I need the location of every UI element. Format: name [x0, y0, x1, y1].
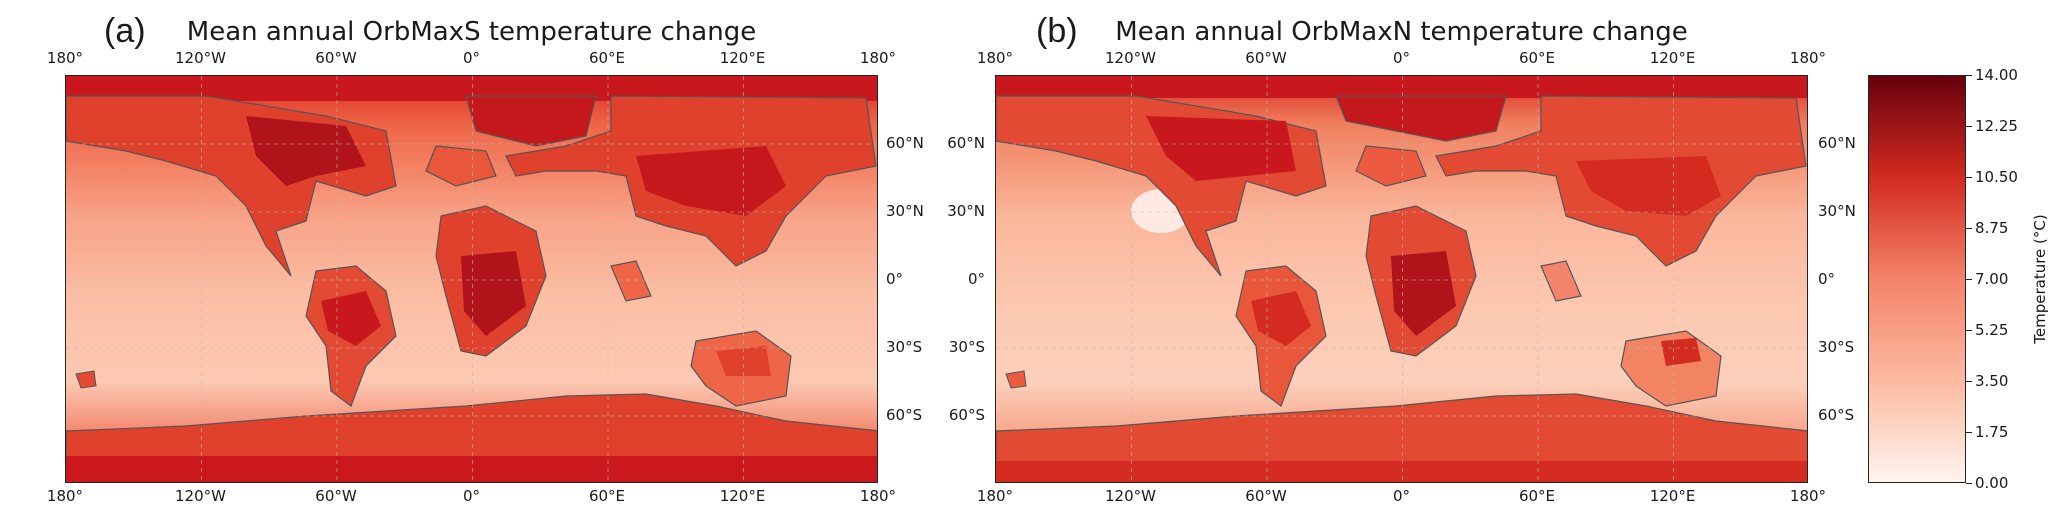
panel-a-lat-tick-30s: 30°S: [886, 338, 923, 356]
panel-b-right-lat-tick-30s: 30°S: [1818, 338, 1855, 356]
panel-b-right-lat-tick-0: 0°: [1818, 270, 1836, 288]
colorbar-tick-1-75: 1.75: [1965, 423, 2009, 441]
colorbar-label: Temperature (°C): [2031, 214, 2049, 344]
colorbar-tick-7: 7.00: [1965, 270, 2009, 288]
panel-a-top-tick-60w: 60°W: [315, 49, 357, 67]
panel-a-lat-tick-60s: 60°S: [886, 406, 923, 424]
panel-a-map: [65, 75, 878, 483]
panel-b-top-tick-180e: 180°: [1789, 49, 1827, 67]
panel-b-right-lat-tick-60s: 60°S: [1818, 406, 1855, 424]
panel-a-top-tick-0: 0°: [462, 49, 481, 67]
colorbar-tick-0: 0.00: [1965, 474, 2009, 492]
panel-a-top-tick-60e: 60°E: [588, 49, 626, 67]
panel-b-map-graphic: [996, 76, 1807, 482]
panel-a-bottom-tick-60w: 60°W: [315, 487, 357, 505]
panel-b-bottom-tick-60w: 60°W: [1245, 487, 1287, 505]
panel-b-bottom-tick-0: 0°: [1392, 487, 1411, 505]
panel-b-bottom-tick-180: 180°: [976, 487, 1014, 505]
panel-a-bottom-tick-60e: 60°E: [588, 487, 626, 505]
panel-b-title: Mean annual OrbMaxN temperature change: [1115, 17, 1688, 47]
colorbar-gradient: [1869, 76, 1965, 482]
colorbar-tick-3-5: 3.50: [1965, 372, 2009, 390]
colorbar-tick-8-75: 8.75: [1965, 219, 2009, 237]
panel-a-top-tick-120e: 120°E: [719, 49, 766, 67]
panel-a-map-graphic: [66, 76, 877, 482]
panel-a-bottom-tick-180e: 180°: [859, 487, 897, 505]
panel-a-lat-tick-0: 0°: [886, 270, 904, 288]
panel-b-right-lat-tick-60n: 60°N: [1818, 134, 1856, 152]
panel-b-top-tick-60w: 60°W: [1245, 49, 1287, 67]
colorbar-tick-5-25: 5.25: [1965, 321, 2009, 339]
panel-a-top-tick-120w: 120°W: [175, 49, 226, 67]
panel-a-top-tick-180e: 180°: [859, 49, 897, 67]
colorbar: [1868, 75, 1966, 483]
panel-b-top-tick-180: 180°: [976, 49, 1014, 67]
panel-b-top-tick-120w: 120°W: [1105, 49, 1156, 67]
panel-b-top-tick-120e: 120°E: [1649, 49, 1696, 67]
panel-a-bottom-tick-120e: 120°E: [719, 487, 766, 505]
panel-b-right-lat-tick-30n: 30°N: [1818, 202, 1856, 220]
panel-a-letter: (a): [104, 12, 146, 50]
panel-a-top-tick-180: 180°: [46, 49, 84, 67]
panel-b-bottom-tick-120w: 120°W: [1105, 487, 1156, 505]
panel-b-letter: (b): [1036, 12, 1078, 50]
panel-b-bottom-tick-120e: 120°E: [1649, 487, 1696, 505]
panel-a-lat-tick-60n: 60°N: [886, 134, 924, 152]
panel-b-bottom-tick-60e: 60°E: [1518, 487, 1556, 505]
panel-b-top-tick-0: 0°: [1392, 49, 1411, 67]
panel-a-bottom-tick-0: 0°: [462, 487, 481, 505]
panel-b-lat-tick-60n: 60°N: [947, 134, 985, 152]
panel-a-bottom-tick-120w: 120°W: [175, 487, 226, 505]
panel-b-map: [995, 75, 1808, 483]
panel-b-lat-tick-30s: 30°S: [948, 338, 985, 356]
panel-b-bottom-tick-180e: 180°: [1789, 487, 1827, 505]
colorbar-tick-14: 14.00: [1966, 66, 2018, 84]
panel-b-lat-tick-0: 0°: [967, 270, 985, 288]
panel-a-bottom-tick-180: 180°: [46, 487, 84, 505]
colorbar-tick-10-5: 10.50: [1966, 168, 2018, 186]
panel-a-title: Mean annual OrbMaxS temperature change: [186, 17, 757, 47]
panel-a-lat-tick-30n: 30°N: [886, 202, 924, 220]
panel-b-lat-tick-60s: 60°S: [948, 406, 985, 424]
panel-b-lat-tick-30n: 30°N: [947, 202, 985, 220]
colorbar-tick-12-25: 12.25: [1966, 117, 2018, 135]
panel-b-top-tick-60e: 60°E: [1518, 49, 1556, 67]
